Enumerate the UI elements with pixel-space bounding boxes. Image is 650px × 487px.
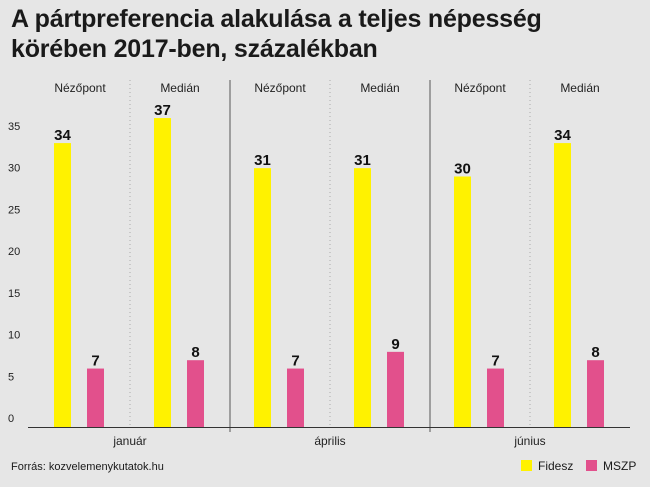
institute-label: Nézőpont xyxy=(254,81,306,95)
bar-mszp xyxy=(287,368,304,427)
value-label-fidesz: 37 xyxy=(154,102,171,119)
y-tick-label: 30 xyxy=(8,163,20,175)
value-label-fidesz: 34 xyxy=(554,127,571,144)
institute-label: Medián xyxy=(160,81,199,95)
institute-label: Medián xyxy=(360,81,399,95)
value-label-mszp: 7 xyxy=(491,353,499,370)
institute-label: Nézőpont xyxy=(454,81,506,95)
value-label-fidesz: 30 xyxy=(454,161,471,178)
y-tick-label: 10 xyxy=(8,330,20,342)
institute-label: Nézőpont xyxy=(54,81,106,95)
source-note: Forrás: kozvelemenykutatok.hu xyxy=(11,461,164,473)
legend-label-mszp: MSZP xyxy=(603,459,637,473)
bar-fidesz xyxy=(54,143,71,427)
y-tick-label: 35 xyxy=(8,121,20,133)
bar-mszp xyxy=(87,368,104,427)
y-tick-label: 0 xyxy=(8,413,14,425)
bar-fidesz xyxy=(454,176,471,427)
value-label-mszp: 7 xyxy=(291,353,299,370)
value-label-mszp: 8 xyxy=(191,344,199,361)
legend-item-fidesz: Fidesz xyxy=(521,459,573,473)
bar-fidesz xyxy=(554,143,571,427)
y-tick-label: 5 xyxy=(8,371,14,383)
legend-swatch-fidesz xyxy=(521,460,532,471)
legend-label-fidesz: Fidesz xyxy=(538,459,574,473)
value-label-fidesz: 31 xyxy=(254,152,271,169)
value-label-mszp: 8 xyxy=(591,344,599,361)
month-label: június xyxy=(513,434,545,448)
bar-fidesz xyxy=(354,168,371,427)
bar-mszp xyxy=(187,360,204,427)
month-label: január xyxy=(112,434,146,448)
bar-mszp xyxy=(387,351,404,427)
value-label-mszp: 7 xyxy=(91,353,99,370)
chart-title: A pártpreferencia alakulása a teljes nép… xyxy=(11,5,542,63)
value-label-fidesz: 31 xyxy=(354,152,371,169)
legend-item-mszp: MSZP xyxy=(586,459,636,473)
value-label-mszp: 9 xyxy=(391,336,399,353)
y-tick-label: 25 xyxy=(8,204,20,216)
value-label-fidesz: 34 xyxy=(54,127,71,144)
institute-label: Medián xyxy=(560,81,599,95)
bar-mszp xyxy=(587,360,604,427)
month-label: április xyxy=(314,434,345,448)
bar-fidesz xyxy=(154,118,171,428)
legend-swatch-mszp xyxy=(586,460,597,471)
bar-mszp xyxy=(487,368,504,427)
y-tick-label: 20 xyxy=(8,246,20,258)
y-tick-label: 15 xyxy=(8,288,20,300)
bar-fidesz xyxy=(254,168,271,427)
